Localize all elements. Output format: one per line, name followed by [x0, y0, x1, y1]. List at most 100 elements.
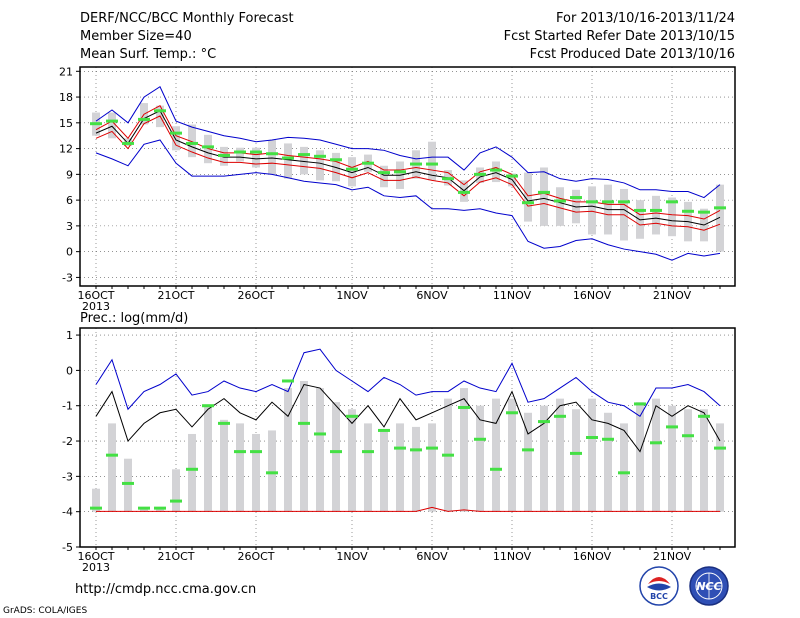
prec-series-mean	[95, 383, 721, 453]
prec-median-marker	[426, 446, 438, 450]
prec-x-tick-label: 26OCT	[237, 550, 274, 563]
prec-member-box	[556, 398, 564, 512]
forecast-produced-date: Fcst Produced Date 2013/10/16	[529, 47, 735, 62]
prec-x-tick-label: 21OCT	[157, 550, 194, 563]
prec-x-tick-label: 1NOV	[336, 550, 368, 563]
temp-x-tick-label: 21NOV	[653, 289, 692, 302]
prec-median-marker	[698, 414, 710, 418]
prec-year-label: 2013	[82, 561, 110, 574]
temp-panel: -3 0 3 6 9 12 15 18 21 16OCT 21OCT 26OCT 1NOV 6NOV 11N…	[59, 65, 736, 313]
temp-x-tick-label: 11NOV	[493, 289, 532, 302]
prec-y-tick-label: 1	[66, 329, 73, 342]
prec-member-box	[396, 423, 404, 512]
prec-member-box	[332, 402, 340, 512]
forecast-period: For 2013/10/16-2013/11/24	[556, 11, 735, 26]
prec-member-box	[668, 405, 676, 512]
prec-member-box	[156, 508, 164, 512]
prec-series-upper	[95, 348, 721, 418]
temp-y-tick-label: 15	[59, 117, 73, 130]
temp-y-tick-label: 3	[66, 220, 73, 233]
temp-y-tick-label: -3	[62, 271, 73, 284]
source-url[interactable]: http://cmdp.ncc.cma.gov.cn	[75, 582, 257, 597]
prec-median-marker	[474, 437, 486, 441]
bcc-logo: BCC	[639, 566, 679, 606]
temp-median-marker	[698, 210, 710, 214]
temp-series-mean	[95, 110, 721, 226]
ncc-logo-text: NCC	[696, 580, 721, 593]
temp-member-box	[492, 161, 500, 183]
temp-median-marker	[330, 158, 342, 162]
prec-median-marker	[666, 425, 678, 429]
prec-member-box	[284, 388, 292, 512]
prec-member-box	[316, 388, 324, 512]
prec-median-marker	[634, 402, 646, 406]
temp-median-marker	[154, 109, 166, 113]
prec-member-box	[300, 380, 308, 512]
temp-member-box	[652, 195, 660, 235]
prec-x-tick-label: 16OCT	[77, 550, 114, 563]
prec-median-marker	[618, 471, 630, 475]
temp-median-marker	[538, 190, 550, 194]
prec-median-marker	[250, 450, 262, 454]
prec-median-marker	[170, 499, 182, 503]
prec-median-marker	[122, 481, 134, 485]
temp-x-tick-label: 16NOV	[573, 289, 612, 302]
temp-frame	[79, 66, 736, 287]
temp-x-tick-label: 26OCT	[237, 289, 274, 302]
prec-member-box	[620, 423, 628, 512]
prec-frame	[79, 327, 736, 548]
temp-median-marker	[378, 171, 390, 175]
temp-median-marker	[250, 150, 262, 154]
temp-median-marker	[506, 174, 518, 178]
temp-median-marker	[650, 208, 662, 212]
temp-median-marker	[138, 117, 150, 121]
temp-median-marker	[282, 156, 294, 160]
temp-member-box	[172, 126, 180, 151]
prec-median-marker	[394, 446, 406, 450]
temp-series-lower	[95, 139, 721, 261]
prec-member-box	[540, 405, 548, 512]
temp-member-box	[252, 147, 260, 168]
temp-member-box	[268, 140, 276, 175]
temp-member-box	[540, 167, 548, 226]
temp-median-marker	[474, 172, 486, 176]
temp-median-marker	[410, 162, 422, 166]
prec-member-box	[684, 409, 692, 512]
temp-median-marker	[394, 170, 406, 174]
prec-median-marker	[682, 434, 694, 438]
temp-y-tick-label: 9	[66, 168, 73, 181]
prec-member-box	[236, 423, 244, 512]
temp-y-tick-label: 0	[66, 246, 73, 259]
prec-median-marker	[362, 450, 374, 454]
temp-median-marker	[426, 162, 438, 166]
prec-median-marker	[490, 467, 502, 471]
prec-median-marker	[106, 453, 118, 457]
prec-member-box	[700, 409, 708, 512]
temp-member-box	[716, 184, 724, 252]
temp-median-marker	[362, 161, 374, 165]
temp-median-marker	[90, 122, 102, 126]
temp-median-marker	[234, 150, 246, 154]
temp-y-tick-label: 18	[59, 91, 73, 104]
temp-median-marker	[122, 141, 134, 145]
temp-member-box	[348, 157, 356, 187]
prec-y-tick-label: -1	[62, 400, 73, 413]
temp-member-box	[668, 197, 676, 237]
prec-member-box	[140, 508, 148, 512]
temp-series-upper	[95, 86, 721, 199]
member-size: Member Size=40	[80, 29, 192, 44]
temp-variable-label: Mean Surf. Temp.: °C	[80, 47, 217, 62]
ncc-logo: NCC	[689, 566, 729, 606]
prec-median-marker	[234, 450, 246, 454]
temp-median-marker	[458, 190, 470, 194]
prec-median-marker	[330, 450, 342, 454]
prec-member-box	[204, 405, 212, 512]
temp-median-marker	[346, 167, 358, 171]
prec-member-box	[492, 398, 500, 512]
temp-median-marker	[314, 154, 326, 158]
prec-member-box	[364, 423, 372, 512]
temp-member-box	[284, 143, 292, 179]
temp-x-tick-label: 6NOV	[416, 289, 448, 302]
prec-member-box	[460, 388, 468, 512]
prec-x-tick-label: 16NOV	[573, 550, 612, 563]
